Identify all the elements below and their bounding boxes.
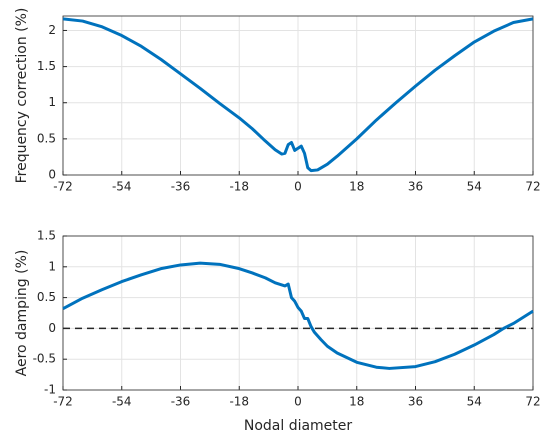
- x-tick-label: -54: [112, 180, 132, 194]
- y-tick-label: 1.5: [37, 229, 56, 243]
- x-tick-label: 72: [525, 180, 540, 194]
- y-tick-label: 1: [48, 95, 56, 109]
- data-line: [62, 17, 534, 173]
- axes-box: [62, 235, 534, 391]
- y-tick-label: 1.5: [37, 59, 56, 73]
- x-tick-label: -72: [53, 395, 73, 409]
- x-tick-label: 36: [408, 395, 423, 409]
- x-tick-label: -36: [171, 180, 191, 194]
- x-tick-label: -18: [229, 180, 249, 194]
- x-tick-label: -54: [112, 395, 132, 409]
- x-tick-label: 0: [294, 180, 302, 194]
- y-tick-label: 2: [48, 23, 56, 37]
- x-tick-label: 36: [408, 180, 423, 194]
- x-tick-label: -18: [229, 395, 249, 409]
- x-tick-label: 72: [525, 395, 540, 409]
- data-line: [62, 261, 534, 370]
- y-axis-label: Frequency correction (%): [14, 8, 30, 184]
- x-tick-label: 18: [349, 395, 364, 409]
- y-tick-label: 1: [48, 259, 56, 273]
- y-tick-label: 0: [48, 321, 56, 335]
- y-tick-label: -1: [44, 383, 56, 397]
- x-tick-label: 54: [467, 180, 482, 194]
- axes-box: [62, 15, 534, 176]
- x-tick-label: 54: [467, 395, 482, 409]
- x-axis-label: Nodal diameter: [244, 418, 353, 434]
- y-axis-label: Aero damping (%): [14, 250, 30, 377]
- x-tick-label: -72: [53, 180, 73, 194]
- x-tick-label: 0: [294, 395, 302, 409]
- y-tick-label: 0: [48, 168, 56, 182]
- x-tick-label: -36: [171, 395, 191, 409]
- y-tick-label: -0.5: [33, 352, 56, 366]
- y-tick-label: 0.5: [37, 290, 56, 304]
- x-tick-label: 18: [349, 180, 364, 194]
- y-tick-label: 0.5: [37, 131, 56, 145]
